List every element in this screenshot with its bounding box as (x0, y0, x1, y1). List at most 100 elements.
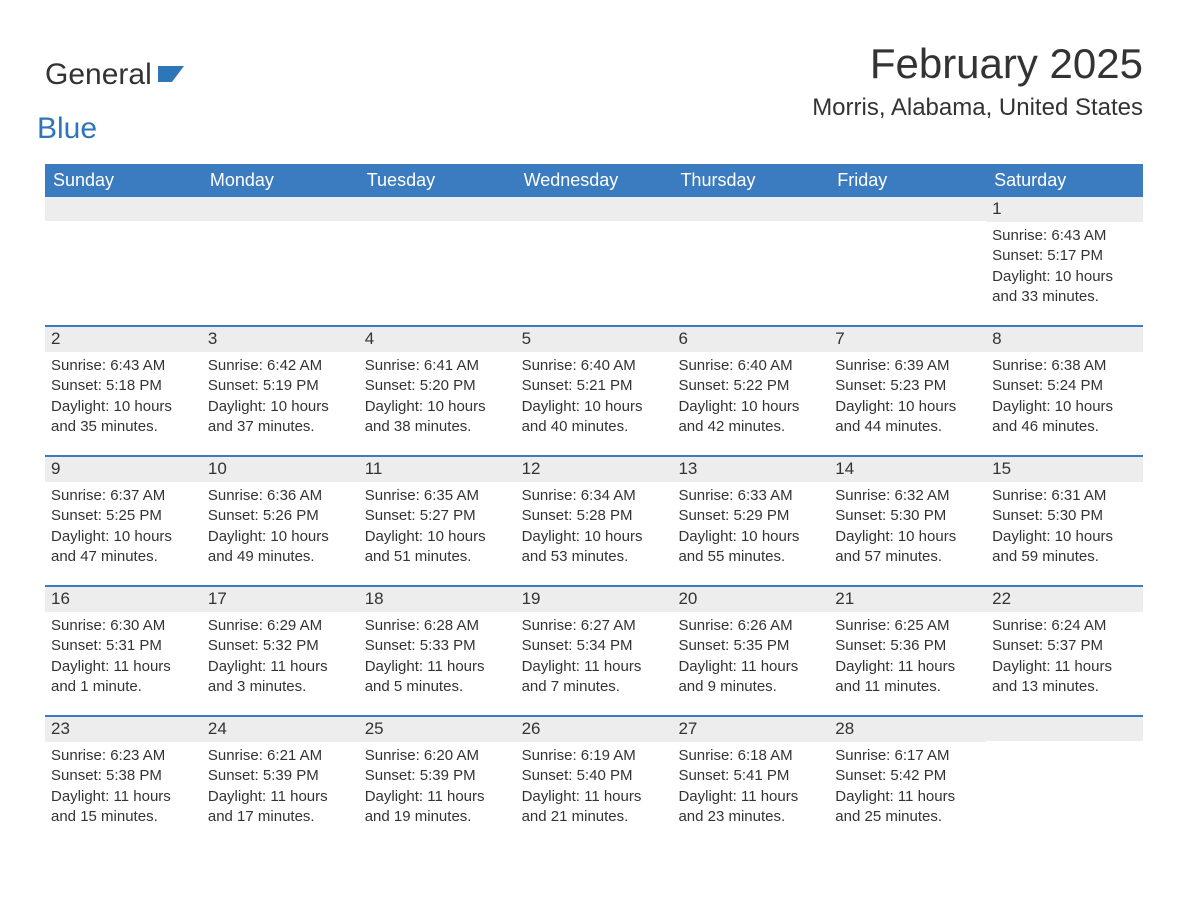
sunrise-text: Sunrise: 6:20 AM (365, 746, 510, 766)
day-body: Sunrise: 6:40 AMSunset: 5:21 PMDaylight:… (516, 352, 673, 443)
day-cell: 21Sunrise: 6:25 AMSunset: 5:36 PMDayligh… (829, 587, 986, 715)
sunrise-text: Sunrise: 6:39 AM (835, 356, 980, 376)
sunset-text: Sunset: 5:38 PM (51, 766, 196, 786)
daylight-text: Daylight: 10 hours and 35 minutes. (51, 397, 196, 438)
day-number: 3 (202, 327, 359, 352)
day-body: Sunrise: 6:35 AMSunset: 5:27 PMDaylight:… (359, 482, 516, 573)
sunset-text: Sunset: 5:41 PM (678, 766, 823, 786)
week-row: 23Sunrise: 6:23 AMSunset: 5:38 PMDayligh… (45, 715, 1143, 845)
sunset-text: Sunset: 5:37 PM (992, 636, 1137, 656)
sunset-text: Sunset: 5:18 PM (51, 376, 196, 396)
day-body: Sunrise: 6:24 AMSunset: 5:37 PMDaylight:… (986, 612, 1143, 703)
day-body: Sunrise: 6:30 AMSunset: 5:31 PMDaylight:… (45, 612, 202, 703)
sunrise-text: Sunrise: 6:26 AM (678, 616, 823, 636)
day-body: Sunrise: 6:37 AMSunset: 5:25 PMDaylight:… (45, 482, 202, 573)
sunrise-text: Sunrise: 6:17 AM (835, 746, 980, 766)
sunset-text: Sunset: 5:25 PM (51, 506, 196, 526)
day-cell: 26Sunrise: 6:19 AMSunset: 5:40 PMDayligh… (516, 717, 673, 845)
calendar: Sunday Monday Tuesday Wednesday Thursday… (45, 164, 1143, 845)
day-cell: 9Sunrise: 6:37 AMSunset: 5:25 PMDaylight… (45, 457, 202, 585)
daylight-text: Daylight: 11 hours and 3 minutes. (208, 657, 353, 698)
day-body: Sunrise: 6:21 AMSunset: 5:39 PMDaylight:… (202, 742, 359, 833)
day-number: 26 (516, 717, 673, 742)
sunset-text: Sunset: 5:35 PM (678, 636, 823, 656)
sunset-text: Sunset: 5:32 PM (208, 636, 353, 656)
day-body: Sunrise: 6:26 AMSunset: 5:35 PMDaylight:… (672, 612, 829, 703)
day-number: 8 (986, 327, 1143, 352)
day-body: Sunrise: 6:31 AMSunset: 5:30 PMDaylight:… (986, 482, 1143, 573)
day-number: 11 (359, 457, 516, 482)
daylight-text: Daylight: 10 hours and 33 minutes. (992, 267, 1137, 308)
sunrise-text: Sunrise: 6:36 AM (208, 486, 353, 506)
day-cell: 27Sunrise: 6:18 AMSunset: 5:41 PMDayligh… (672, 717, 829, 845)
day-header: Tuesday (359, 164, 516, 197)
daylight-text: Daylight: 11 hours and 7 minutes. (522, 657, 667, 698)
daylight-text: Daylight: 11 hours and 17 minutes. (208, 787, 353, 828)
day-body: Sunrise: 6:34 AMSunset: 5:28 PMDaylight:… (516, 482, 673, 573)
sunrise-text: Sunrise: 6:18 AM (678, 746, 823, 766)
daylight-text: Daylight: 11 hours and 1 minute. (51, 657, 196, 698)
daylight-text: Daylight: 10 hours and 42 minutes. (678, 397, 823, 438)
day-number (45, 197, 202, 221)
day-body (986, 741, 1143, 751)
sunset-text: Sunset: 5:39 PM (208, 766, 353, 786)
day-cell: 18Sunrise: 6:28 AMSunset: 5:33 PMDayligh… (359, 587, 516, 715)
location-subtitle: Morris, Alabama, United States (812, 94, 1143, 122)
day-cell: 2Sunrise: 6:43 AMSunset: 5:18 PMDaylight… (45, 327, 202, 455)
sunset-text: Sunset: 5:20 PM (365, 376, 510, 396)
logo: General Blue (45, 40, 184, 146)
day-number: 12 (516, 457, 673, 482)
logo-word2: Blue (37, 112, 184, 146)
day-cell: 10Sunrise: 6:36 AMSunset: 5:26 PMDayligh… (202, 457, 359, 585)
sunrise-text: Sunrise: 6:28 AM (365, 616, 510, 636)
day-cell: 11Sunrise: 6:35 AMSunset: 5:27 PMDayligh… (359, 457, 516, 585)
sunset-text: Sunset: 5:33 PM (365, 636, 510, 656)
sunrise-text: Sunrise: 6:40 AM (678, 356, 823, 376)
day-header: Wednesday (516, 164, 673, 197)
daylight-text: Daylight: 10 hours and 55 minutes. (678, 527, 823, 568)
day-header: Sunday (45, 164, 202, 197)
day-body: Sunrise: 6:18 AMSunset: 5:41 PMDaylight:… (672, 742, 829, 833)
logo-text-wrap: General Blue (45, 58, 184, 146)
day-cell (672, 197, 829, 325)
daylight-text: Daylight: 11 hours and 23 minutes. (678, 787, 823, 828)
sunrise-text: Sunrise: 6:41 AM (365, 356, 510, 376)
day-number: 25 (359, 717, 516, 742)
day-cell: 24Sunrise: 6:21 AMSunset: 5:39 PMDayligh… (202, 717, 359, 845)
sunrise-text: Sunrise: 6:19 AM (522, 746, 667, 766)
sunrise-text: Sunrise: 6:32 AM (835, 486, 980, 506)
day-body: Sunrise: 6:39 AMSunset: 5:23 PMDaylight:… (829, 352, 986, 443)
day-cell: 15Sunrise: 6:31 AMSunset: 5:30 PMDayligh… (986, 457, 1143, 585)
day-cell (516, 197, 673, 325)
daylight-text: Daylight: 11 hours and 9 minutes. (678, 657, 823, 698)
day-number: 5 (516, 327, 673, 352)
sunrise-text: Sunrise: 6:21 AM (208, 746, 353, 766)
day-number (202, 197, 359, 221)
sunrise-text: Sunrise: 6:33 AM (678, 486, 823, 506)
day-cell: 25Sunrise: 6:20 AMSunset: 5:39 PMDayligh… (359, 717, 516, 845)
day-number: 2 (45, 327, 202, 352)
day-body: Sunrise: 6:23 AMSunset: 5:38 PMDaylight:… (45, 742, 202, 833)
daylight-text: Daylight: 10 hours and 57 minutes. (835, 527, 980, 568)
day-header: Monday (202, 164, 359, 197)
day-body: Sunrise: 6:43 AMSunset: 5:18 PMDaylight:… (45, 352, 202, 443)
sunset-text: Sunset: 5:34 PM (522, 636, 667, 656)
day-number: 16 (45, 587, 202, 612)
sunrise-text: Sunrise: 6:27 AM (522, 616, 667, 636)
day-number: 28 (829, 717, 986, 742)
sunrise-text: Sunrise: 6:25 AM (835, 616, 980, 636)
daylight-text: Daylight: 11 hours and 25 minutes. (835, 787, 980, 828)
day-cell: 7Sunrise: 6:39 AMSunset: 5:23 PMDaylight… (829, 327, 986, 455)
day-number: 19 (516, 587, 673, 612)
day-body: Sunrise: 6:33 AMSunset: 5:29 PMDaylight:… (672, 482, 829, 573)
day-cell (202, 197, 359, 325)
sunset-text: Sunset: 5:40 PM (522, 766, 667, 786)
daylight-text: Daylight: 10 hours and 37 minutes. (208, 397, 353, 438)
daylight-text: Daylight: 10 hours and 53 minutes. (522, 527, 667, 568)
day-number (359, 197, 516, 221)
sunrise-text: Sunrise: 6:42 AM (208, 356, 353, 376)
day-number: 4 (359, 327, 516, 352)
day-number: 27 (672, 717, 829, 742)
sunset-text: Sunset: 5:17 PM (992, 246, 1137, 266)
day-body: Sunrise: 6:42 AMSunset: 5:19 PMDaylight:… (202, 352, 359, 443)
